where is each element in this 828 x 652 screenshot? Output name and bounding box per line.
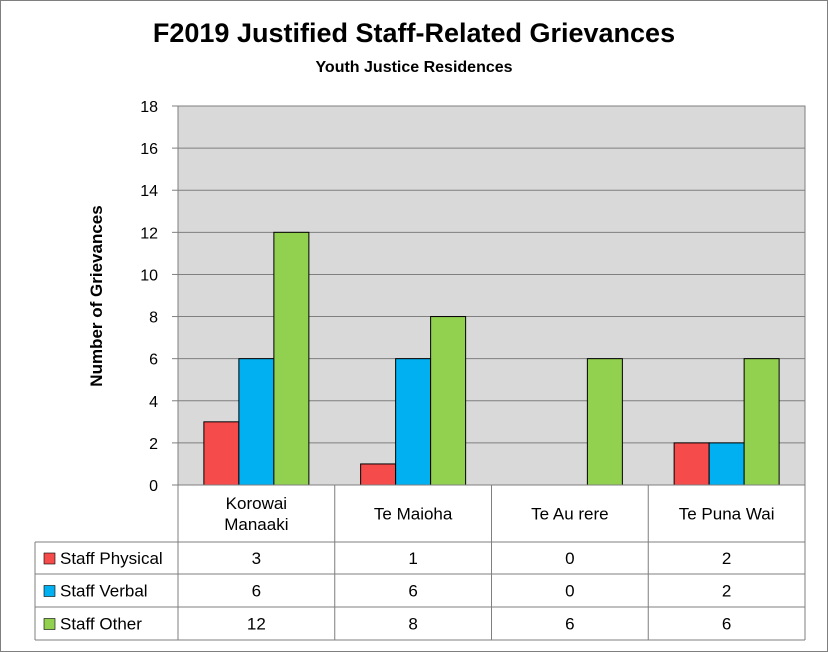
x-tick-label: Te Au rere [531, 505, 609, 524]
y-tick-label: 4 [149, 394, 158, 411]
table-value: 6 [565, 615, 574, 634]
bar [273, 231, 310, 486]
table-value: 12 [247, 615, 266, 634]
legend-label: Staff Other [60, 615, 142, 634]
bar [586, 358, 623, 486]
legend-label: Staff Verbal [60, 582, 148, 601]
table-value: 0 [565, 549, 574, 568]
y-tick-label: 16 [140, 141, 158, 158]
table-value: 0 [565, 582, 574, 601]
y-tick-label: 18 [140, 99, 158, 116]
bar [360, 463, 397, 486]
y-tick-label: 0 [149, 478, 158, 495]
table-value: 2 [722, 549, 731, 568]
legend-label: Staff Physical [60, 549, 163, 568]
table-value: 2 [722, 582, 731, 601]
y-tick-label: 14 [140, 183, 158, 200]
x-tick-label: Manaaki [224, 515, 288, 534]
table-value: 6 [252, 582, 261, 601]
bar [743, 358, 780, 486]
bar [203, 421, 240, 486]
y-tick-label: 6 [149, 352, 158, 369]
legend-key [43, 552, 56, 565]
y-tick-label: 12 [140, 225, 158, 242]
bar [395, 358, 432, 486]
legend-key [43, 618, 56, 630]
y-tick-label: 2 [149, 436, 158, 453]
table-value: 3 [252, 549, 261, 568]
bar [673, 442, 710, 486]
x-tick-label: Korowai [226, 494, 287, 513]
x-tick-label: Te Puna Wai [679, 505, 775, 524]
y-tick-label: 8 [149, 310, 158, 327]
chart-subtitle: Youth Justice Residences [315, 59, 513, 76]
table-value: 8 [408, 615, 417, 634]
bar [238, 358, 275, 486]
table-value: 1 [408, 549, 417, 568]
table-value: 6 [722, 615, 731, 634]
table-value: 6 [408, 582, 417, 601]
x-tick-label: Te Maioha [374, 505, 453, 524]
chart-title: F2019 Justified Staff-Related Grievances [152, 18, 676, 48]
legend-key [43, 585, 56, 597]
bar [708, 442, 745, 486]
bar [430, 316, 467, 486]
y-tick-label: 10 [140, 267, 158, 284]
